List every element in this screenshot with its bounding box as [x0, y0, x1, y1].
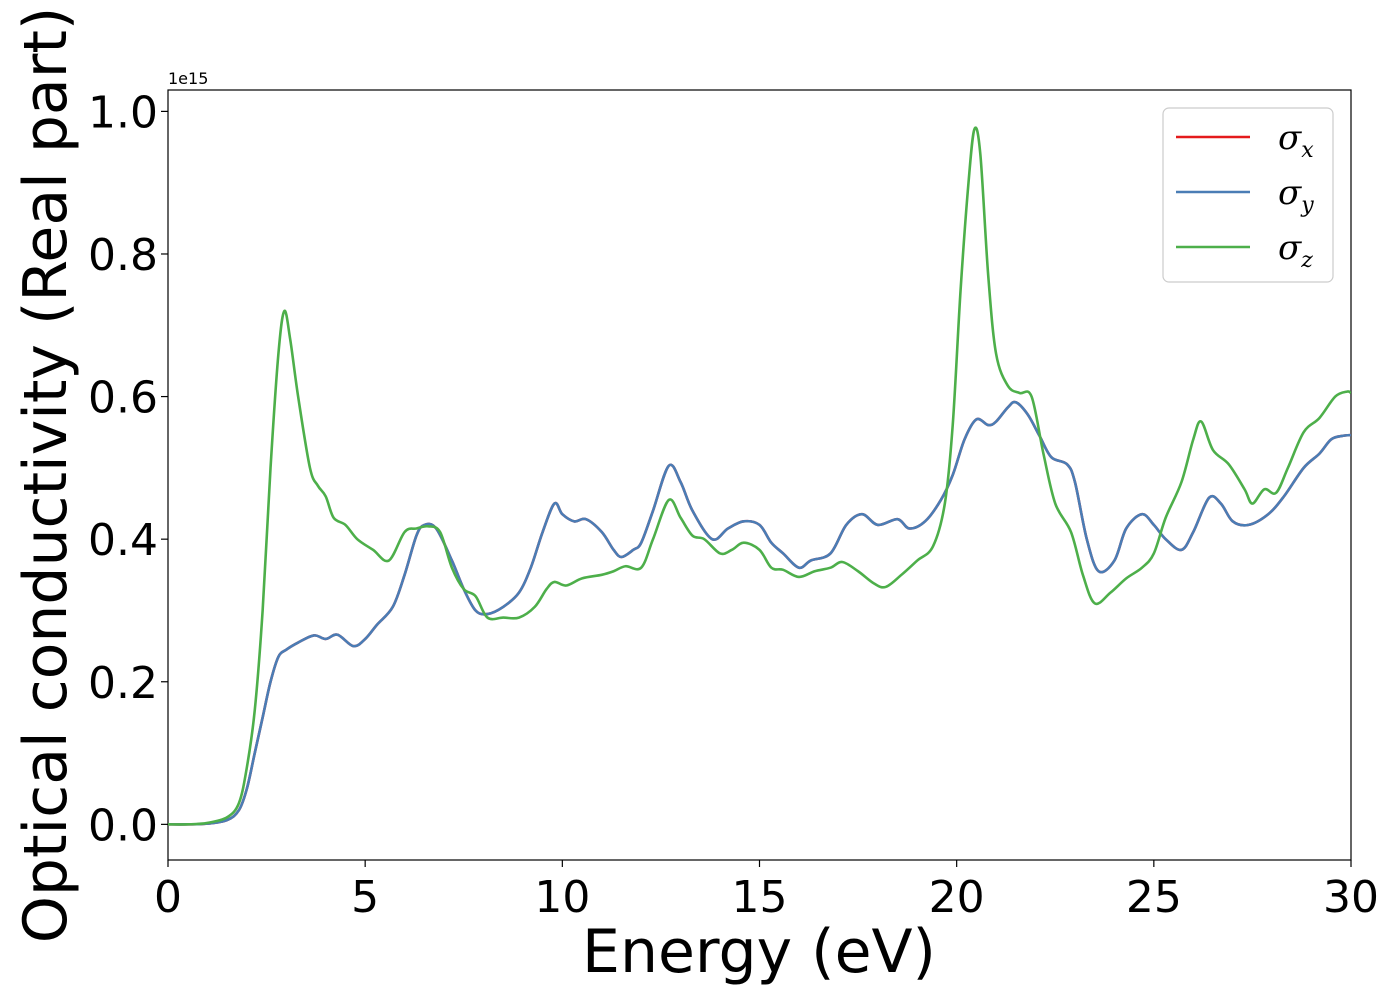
x-tick-label: 5: [351, 872, 379, 923]
legend-label-y: σy: [1278, 173, 1314, 218]
y-axis-title: Optical conductivity (Real part): [11, 7, 81, 944]
x-tick-label: 20: [929, 872, 985, 923]
x-tick-label: 30: [1323, 872, 1379, 923]
x-axis: 0 5 10 15 20 25 30: [154, 860, 1379, 923]
y-tick-label: 0.2: [88, 658, 158, 709]
y-axis: 0.0 0.2 0.4 0.6 0.8 1.0: [88, 87, 168, 851]
x-tick-label: 25: [1126, 872, 1182, 923]
x-tick-label: 0: [154, 872, 182, 923]
y-tick-label: 1.0: [88, 87, 158, 138]
x-axis-title: Energy (eV): [582, 917, 936, 987]
series-layer: [168, 126, 1351, 826]
legend-label-z: σz: [1278, 228, 1313, 273]
series-line-y: [168, 400, 1351, 826]
y-tick-label: 0.0: [88, 800, 158, 851]
y-tick-label: 0.6: [88, 373, 158, 424]
x-tick-label: 10: [534, 872, 590, 923]
plot-frame: [167, 89, 1352, 861]
y-offset-label: 1e15: [168, 69, 208, 88]
series-line-z: [168, 126, 1351, 826]
legend: σx σy σz: [1162, 107, 1334, 283]
y-tick-label: 0.8: [88, 230, 158, 281]
plot-area: [167, 89, 1352, 861]
x-tick-label: 15: [732, 872, 788, 923]
y-tick-label: 0.4: [88, 515, 158, 566]
legend-label-x: σx: [1278, 118, 1314, 163]
legend-box: [1162, 107, 1334, 283]
